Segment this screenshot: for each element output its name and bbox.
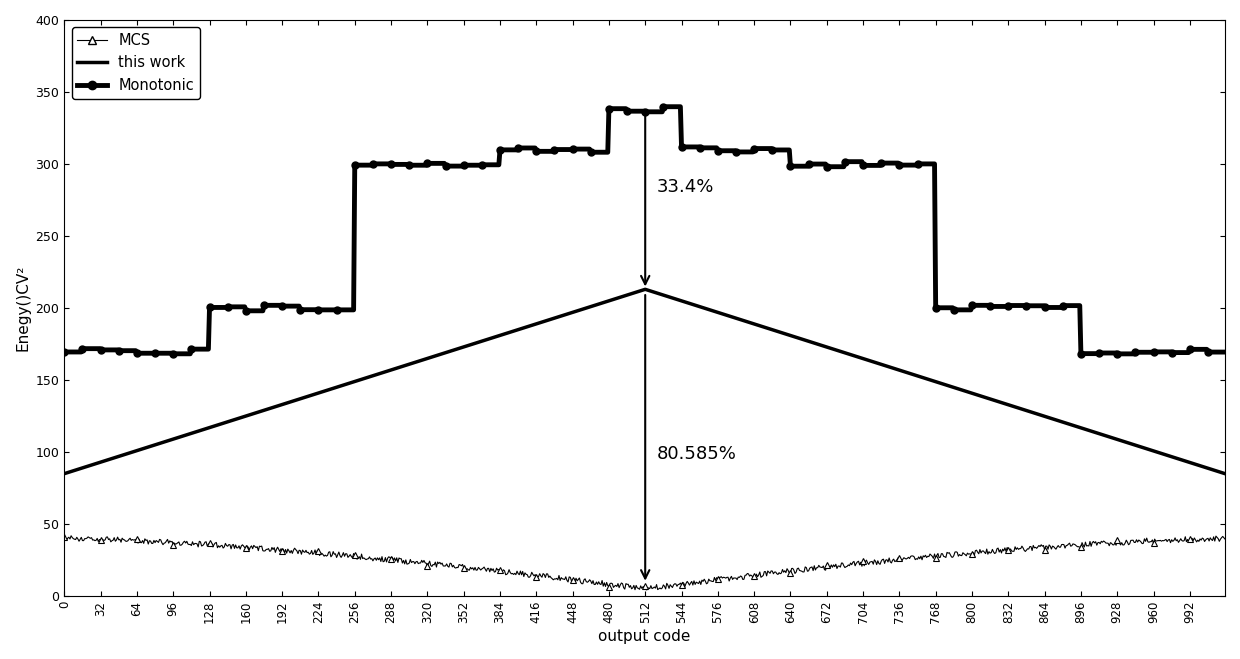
this work bbox=[510, 326, 525, 334]
MCS bbox=[57, 533, 72, 541]
Monotonic bbox=[79, 345, 94, 353]
Text: 80.585%: 80.585% bbox=[656, 445, 737, 463]
Line: Monotonic: Monotonic bbox=[61, 103, 1229, 357]
this work bbox=[1047, 415, 1061, 423]
Legend: MCS, this work, Monotonic: MCS, this work, Monotonic bbox=[72, 27, 200, 99]
MCS bbox=[1048, 544, 1063, 552]
this work bbox=[79, 463, 94, 471]
this work bbox=[1218, 470, 1233, 478]
X-axis label: output code: output code bbox=[599, 629, 691, 644]
MCS bbox=[511, 569, 526, 577]
this work bbox=[985, 396, 999, 404]
Monotonic bbox=[57, 348, 72, 356]
this work bbox=[637, 285, 652, 293]
Monotonic bbox=[620, 107, 635, 115]
MCS bbox=[986, 548, 1001, 556]
this work bbox=[57, 470, 72, 478]
Monotonic bbox=[1218, 348, 1233, 356]
Monotonic bbox=[1047, 304, 1061, 312]
MCS bbox=[63, 532, 78, 540]
Monotonic bbox=[1110, 350, 1125, 358]
Monotonic bbox=[510, 146, 525, 154]
Monotonic bbox=[656, 103, 671, 111]
MCS bbox=[639, 586, 653, 594]
Monotonic bbox=[433, 159, 448, 167]
Monotonic bbox=[985, 302, 999, 310]
Line: MCS: MCS bbox=[62, 533, 1228, 592]
MCS bbox=[621, 581, 636, 588]
Y-axis label: Enegy()CV²: Enegy()CV² bbox=[15, 265, 30, 351]
Text: 33.4%: 33.4% bbox=[656, 178, 714, 196]
Line: this work: this work bbox=[64, 289, 1225, 474]
MCS bbox=[81, 533, 95, 541]
this work bbox=[620, 291, 635, 299]
MCS bbox=[1218, 535, 1233, 543]
MCS bbox=[434, 560, 449, 568]
this work bbox=[433, 351, 448, 358]
